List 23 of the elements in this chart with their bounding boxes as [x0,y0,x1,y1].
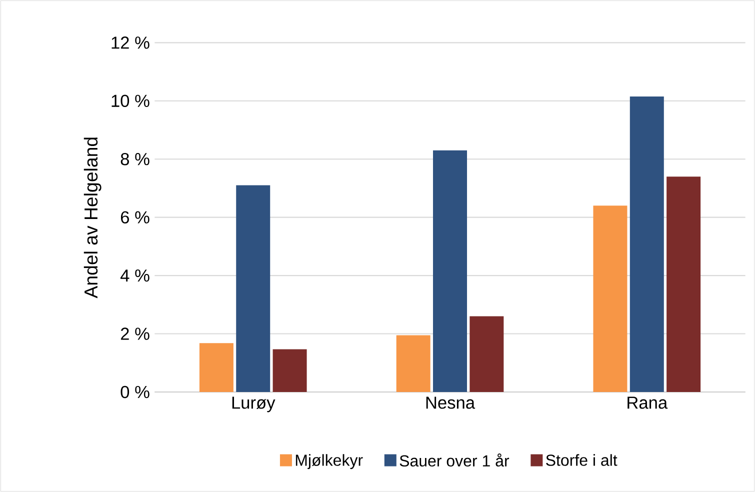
legend-label: Mjølkekyr [296,454,363,470]
bar [593,206,628,392]
legend-label: Storfe i alt [546,454,618,466]
y-tick-label: 6 % [120,211,150,224]
y-axis-title: Andel av Helgeland [84,138,102,298]
y-tick-label: 12 % [112,36,150,49]
bar [433,150,468,392]
y-tick-label: 2 % [120,328,150,340]
y-tick-label: 4 % [120,269,150,282]
legend-label: Sauer over 1 år [400,453,510,467]
x-tick-label: Nesna [426,396,476,409]
x-tick-label: Lurøy [232,396,276,412]
x-tick-label: Rana [628,396,668,409]
bar [199,343,234,392]
bar [470,316,504,392]
bar [396,335,430,392]
y-tick-label: 8 % [120,152,150,166]
y-tick-label: 10 % [112,94,150,108]
y-tick-label: 0 % [120,386,150,398]
bar [630,96,664,392]
bar [666,176,701,392]
bar [236,185,270,392]
bar [272,349,307,392]
